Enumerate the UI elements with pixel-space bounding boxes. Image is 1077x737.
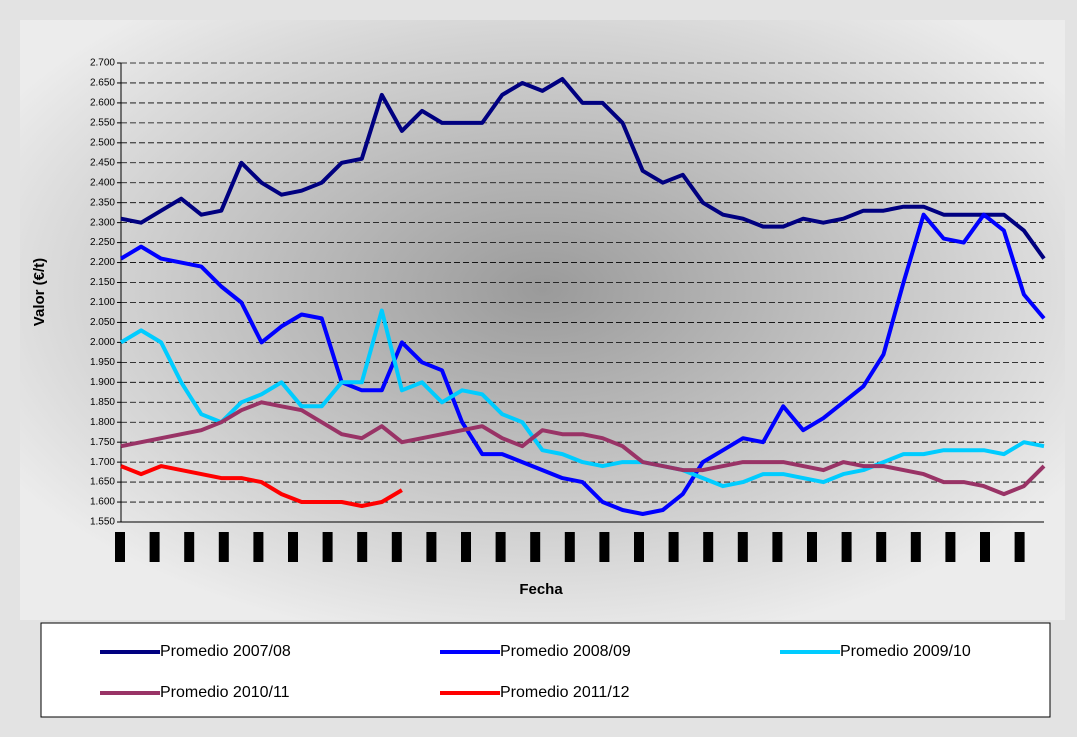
x-label-block bbox=[149, 532, 160, 562]
x-label-block bbox=[288, 532, 298, 562]
y-tick-label: 2.450 bbox=[90, 157, 115, 168]
x-axis-title: Fecha bbox=[519, 581, 563, 598]
x-label-block bbox=[980, 532, 990, 562]
legend-label: Promedio 2011/12 bbox=[500, 684, 630, 701]
x-label-block bbox=[253, 532, 264, 562]
y-tick-label: 2.050 bbox=[90, 317, 115, 328]
y-tick-label: 2.400 bbox=[90, 177, 115, 188]
x-label-block bbox=[218, 532, 229, 562]
x-label-block bbox=[184, 532, 195, 562]
x-label-block bbox=[530, 532, 541, 562]
y-tick-label: 1.650 bbox=[90, 477, 115, 488]
y-tick-label: 1.800 bbox=[90, 417, 115, 428]
y-tick-label: 1.950 bbox=[90, 357, 115, 368]
legend-label: Promedio 2008/09 bbox=[500, 643, 631, 660]
x-label-block bbox=[322, 532, 333, 562]
x-label-block bbox=[737, 532, 748, 562]
series-line bbox=[120, 77, 1046, 260]
x-label-block bbox=[495, 532, 506, 562]
legend-label: Promedio 2007/08 bbox=[160, 643, 291, 660]
series-line bbox=[120, 400, 1046, 497]
y-tick-label: 1.850 bbox=[90, 397, 115, 408]
y-tick-label: 2.300 bbox=[90, 217, 115, 228]
x-label-block bbox=[115, 532, 125, 562]
y-tick-label: 2.500 bbox=[90, 137, 115, 148]
y-tick-label: 1.600 bbox=[90, 497, 115, 508]
x-label-block bbox=[910, 532, 921, 562]
y-tick-label: 2.600 bbox=[90, 98, 115, 109]
y-tick-label: 2.250 bbox=[90, 237, 115, 248]
y-tick-label: 2.350 bbox=[90, 197, 115, 208]
y-tick-label: 1.900 bbox=[90, 377, 115, 388]
legend bbox=[40, 622, 1051, 718]
x-label-block bbox=[807, 532, 817, 562]
x-label-block bbox=[1014, 532, 1025, 562]
x-label-block bbox=[668, 532, 679, 562]
x-label-block bbox=[391, 532, 402, 562]
x-label-block bbox=[703, 532, 714, 562]
y-axis-title: Valor (€/t) bbox=[31, 258, 48, 326]
y-tick-label: 2.150 bbox=[90, 277, 115, 288]
y-tick-label: 2.550 bbox=[90, 118, 115, 129]
y-tick-label: 1.750 bbox=[90, 437, 115, 448]
x-label-block bbox=[876, 532, 887, 562]
x-label-block bbox=[599, 532, 610, 562]
y-tick-label: 2.650 bbox=[90, 78, 115, 89]
x-label-block bbox=[841, 532, 852, 562]
y-tick-label: 1.550 bbox=[90, 517, 115, 528]
legend-label: Promedio 2009/10 bbox=[840, 643, 971, 660]
x-label-block bbox=[564, 532, 575, 562]
x-label-block bbox=[461, 532, 471, 562]
y-tick-label: 2.000 bbox=[90, 337, 115, 348]
series-line bbox=[119, 308, 1045, 489]
y-tick-label: 2.100 bbox=[90, 297, 115, 308]
chart-area bbox=[20, 20, 1065, 620]
x-label-block bbox=[945, 532, 956, 562]
x-label-block bbox=[426, 532, 437, 562]
x-label-block bbox=[634, 532, 644, 562]
x-label-block bbox=[772, 532, 783, 562]
y-tick-label: 1.700 bbox=[90, 457, 115, 468]
x-label-block bbox=[357, 532, 368, 562]
y-tick-label: 2.200 bbox=[90, 257, 115, 268]
series-line bbox=[120, 464, 403, 508]
legend-label: Promedio 2010/11 bbox=[160, 684, 290, 701]
series-line bbox=[119, 212, 1046, 516]
y-tick-label: 2.700 bbox=[90, 58, 115, 69]
